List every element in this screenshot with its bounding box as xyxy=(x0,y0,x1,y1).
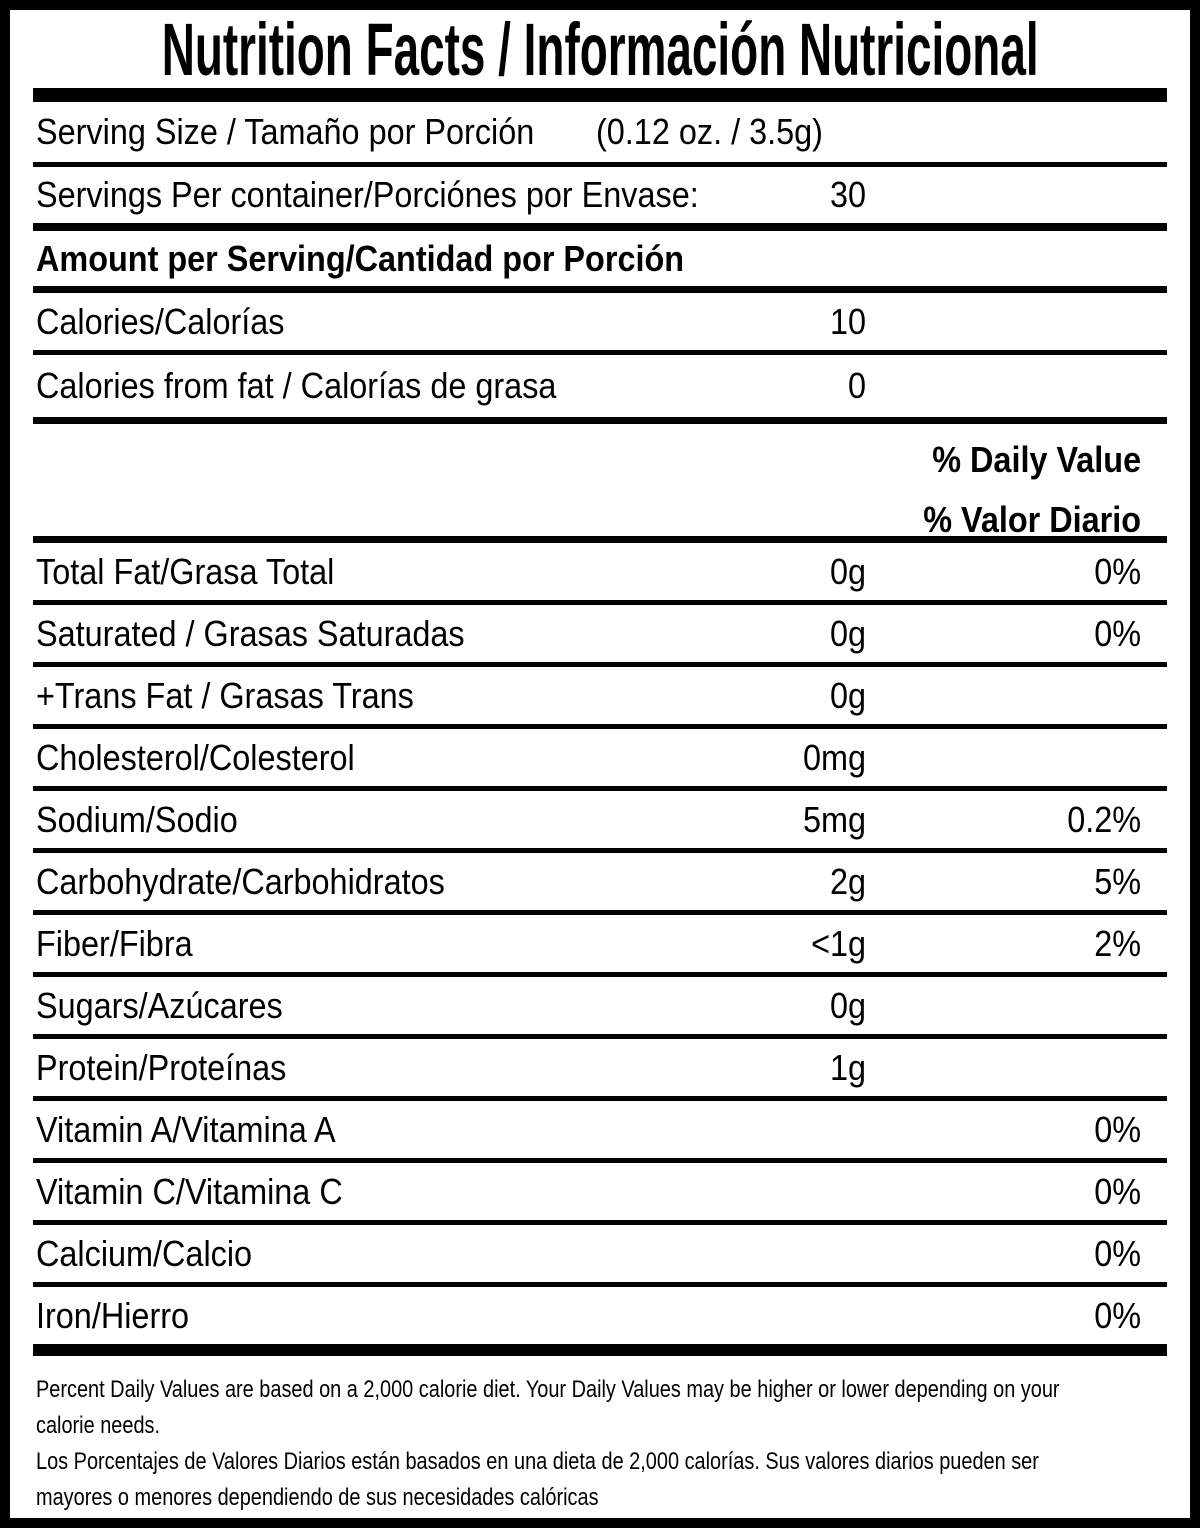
footnote: Percent Daily Values are based on a 2,00… xyxy=(33,1356,1167,1518)
nutrient-dv: 0.2% xyxy=(1067,798,1141,840)
nutrient-amount: 0mg xyxy=(802,736,866,778)
amount-per-serving-heading-row: Amount per Serving/Cantidad por Porción xyxy=(33,231,1167,293)
servings-per-container-value: 30 xyxy=(829,174,866,215)
calories-label: Calories/Calorías xyxy=(36,300,285,342)
footnote-line-es-1: Los Porcentajes de Valores Diarios están… xyxy=(36,1448,1039,1475)
nutrient-row-total-fat: Total Fat/Grasa Total 0g 0% xyxy=(33,543,1167,605)
nutrient-label: Saturated / Grasas Saturadas xyxy=(36,612,465,654)
servings-per-container-row: Servings Per container/Porciónes por Env… xyxy=(33,167,1167,231)
amount-per-serving-heading: Amount per Serving/Cantidad por Porción xyxy=(36,237,685,279)
nutrient-label: Carbohydrate/Carbohidratos xyxy=(36,860,445,902)
nutrient-label: Fiber/Fibra xyxy=(36,922,193,964)
nutrient-row-trans-fat: +Trans Fat / Grasas Trans 0g xyxy=(33,667,1167,729)
nutrient-row-saturated-fat: Saturated / Grasas Saturadas 0g 0% xyxy=(33,605,1167,667)
nutrient-row-carbohydrate: Carbohydrate/Carbohidratos 2g 5% xyxy=(33,853,1167,915)
footnote-line-en-2: calorie needs. xyxy=(36,1412,161,1439)
label-title-row: Nutrition Facts / Información Nutriciona… xyxy=(33,10,1167,91)
nutrient-label: Sodium/Sodio xyxy=(36,798,238,840)
footnote-line-es-2: mayores o menores dependiendo de sus nec… xyxy=(36,1484,599,1511)
serving-size-row: Serving Size / Tamaño por Porción (0.12 o… xyxy=(33,102,1167,167)
daily-value-header: % Daily Value % Valor Diario xyxy=(33,424,1167,543)
calories-row: Calories/Calorías 10 xyxy=(33,293,1167,355)
page-title: Nutrition Facts / Información Nutriciona… xyxy=(161,7,1039,91)
nutrient-amount: 5mg xyxy=(802,798,866,840)
nutrient-dv: 0% xyxy=(1094,1170,1141,1212)
nutrient-dv: 0% xyxy=(1094,1294,1141,1336)
nutrient-row-iron: Iron/Hierro 0% xyxy=(33,1287,1167,1356)
footnote-line-en-1: Percent Daily Values are based on a 2,00… xyxy=(36,1376,1060,1403)
nutrient-row-calcium: Calcium/Calcio 0% xyxy=(33,1225,1167,1287)
nutrient-row-sugars: Sugars/Azúcares 0g xyxy=(33,977,1167,1039)
nutrient-amount: 2g xyxy=(829,860,866,902)
nutrient-amount: <1g xyxy=(811,922,866,964)
calories-value: 10 xyxy=(829,300,866,342)
nutrient-label: Iron/Hierro xyxy=(36,1294,190,1336)
nutrient-label: Vitamin A/Vitamina A xyxy=(36,1108,336,1150)
nutrient-amount: 1g xyxy=(829,1046,866,1088)
serving-size-value: (0.12 oz. / 3.5g) xyxy=(595,111,823,152)
nutrient-dv: 2% xyxy=(1094,922,1141,964)
nutrient-label: Protein/Proteínas xyxy=(36,1046,287,1088)
nutrient-row-sodium: Sodium/Sodio 5mg 0.2% xyxy=(33,791,1167,853)
nutrient-row-cholesterol: Cholesterol/Colesterol 0mg xyxy=(33,729,1167,791)
daily-value-header-es: % Valor Diario xyxy=(923,499,1141,540)
nutrient-label: Total Fat/Grasa Total xyxy=(36,550,335,592)
nutrient-label: Cholesterol/Colesterol xyxy=(36,736,355,778)
serving-size-label: Serving Size / Tamaño por Porción xyxy=(36,111,535,152)
nutrient-row-vitamin-c: Vitamin C/Vitamina C 0% xyxy=(33,1163,1167,1225)
nutrient-dv: 0% xyxy=(1094,612,1141,654)
nutrient-dv: 0% xyxy=(1094,1108,1141,1150)
nutrient-label: Vitamin C/Vitamina C xyxy=(36,1170,343,1212)
nutrient-dv: 0% xyxy=(1094,550,1141,592)
nutrient-amount: 0g xyxy=(829,612,866,654)
nutrient-row-vitamin-a: Vitamin A/Vitamina A 0% xyxy=(33,1101,1167,1163)
title-divider-bar xyxy=(33,88,1167,102)
nutrient-amount: 0g xyxy=(829,674,866,716)
nutrient-row-protein: Protein/Proteínas 1g xyxy=(33,1039,1167,1101)
nutrient-dv: 5% xyxy=(1094,860,1141,902)
nutrient-label: Sugars/Azúcares xyxy=(36,984,283,1026)
nutrient-amount: 0g xyxy=(829,550,866,592)
nutrient-row-fiber: Fiber/Fibra <1g 2% xyxy=(33,915,1167,977)
servings-per-container-label: Servings Per container/Porciónes por Env… xyxy=(36,174,699,215)
nutrient-dv: 0% xyxy=(1094,1232,1141,1274)
daily-value-header-en: % Daily Value xyxy=(932,439,1141,480)
calories-from-fat-row: Calories from fat / Calorías de grasa 0 xyxy=(33,355,1167,424)
nutrient-label: +Trans Fat / Grasas Trans xyxy=(36,674,414,716)
nutrient-amount: 0g xyxy=(829,984,866,1026)
calories-from-fat-value: 0 xyxy=(847,365,866,406)
nutrient-label: Calcium/Calcio xyxy=(36,1232,253,1274)
calories-from-fat-label: Calories from fat / Calorías de grasa xyxy=(36,365,557,406)
label-content: Nutrition Facts / Información Nutriciona… xyxy=(33,10,1167,1518)
